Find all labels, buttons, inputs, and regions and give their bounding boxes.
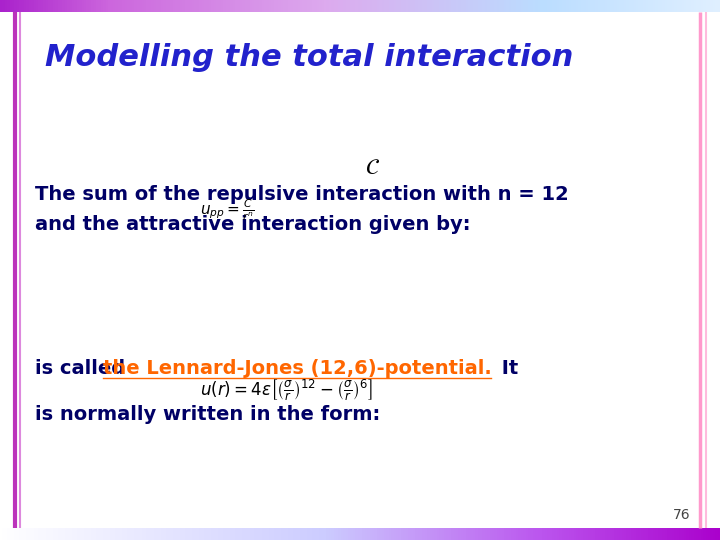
- Text: The sum of the repulsive interaction with n = 12: The sum of the repulsive interaction wit…: [35, 186, 569, 205]
- Text: $u_{pp} = \frac{C}{r^n}$: $u_{pp} = \frac{C}{r^n}$: [200, 197, 254, 223]
- Text: It: It: [495, 359, 518, 377]
- Text: the Lennard-Jones (12,6)-potential.: the Lennard-Jones (12,6)-potential.: [103, 359, 492, 377]
- Text: is normally written in the form:: is normally written in the form:: [35, 406, 380, 424]
- Text: is called: is called: [35, 359, 132, 377]
- Text: 76: 76: [672, 508, 690, 522]
- Text: Modelling the total interaction: Modelling the total interaction: [45, 44, 573, 72]
- Text: $u(r) = 4\varepsilon\left[\left(\frac{\sigma}{r}\right)^{12} - \left(\frac{\sigm: $u(r) = 4\varepsilon\left[\left(\frac{\s…: [200, 377, 373, 403]
- Text: $\mathcal{C}$: $\mathcal{C}$: [365, 158, 380, 178]
- Text: and the attractive interaction given by:: and the attractive interaction given by:: [35, 215, 470, 234]
